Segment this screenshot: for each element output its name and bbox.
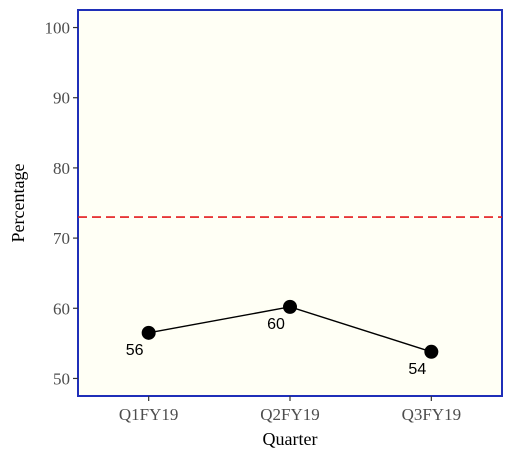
x-axis-title: Quarter xyxy=(263,429,318,449)
x-tick-label-q3fy19: Q3FY19 xyxy=(402,405,462,424)
y-axis: 50 60 70 80 90 100 xyxy=(45,19,78,388)
data-point-q1fy19 xyxy=(141,325,156,340)
y-tick-label-80: 80 xyxy=(53,159,70,178)
x-tick-label-q1fy19: Q1FY19 xyxy=(119,405,179,424)
data-label-q1fy19: 56 xyxy=(126,342,144,359)
y-tick-label-70: 70 xyxy=(53,229,70,248)
y-axis-title: Percentage xyxy=(8,164,28,243)
y-tick-label-90: 90 xyxy=(53,89,70,108)
data-label-q3fy19: 54 xyxy=(408,361,426,378)
plot-panel xyxy=(77,9,503,397)
y-tick-label-50: 50 xyxy=(53,369,70,388)
y-tick-label-60: 60 xyxy=(53,299,70,318)
data-point-q2fy19 xyxy=(283,299,297,314)
series-group: 56 60 54 xyxy=(126,299,439,378)
x-axis: Q1FY19 Q2FY19 Q3FY19 xyxy=(119,396,461,424)
y-tick-label-100: 100 xyxy=(45,19,71,38)
data-label-q2fy19: 60 xyxy=(267,316,285,333)
data-point-q3fy19 xyxy=(424,344,439,359)
x-tick-label-q2fy19: Q2FY19 xyxy=(260,405,320,424)
